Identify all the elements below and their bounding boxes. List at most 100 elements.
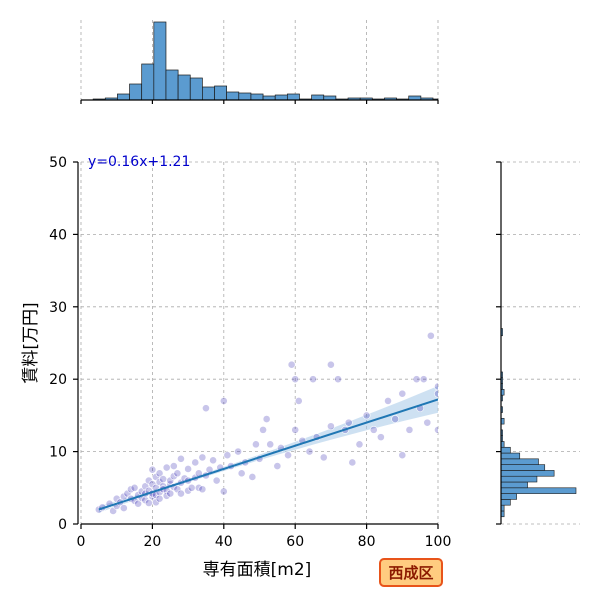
scatter-point [426, 331, 435, 340]
scatter-point [202, 404, 210, 413]
top-hist-bar [226, 91, 240, 101]
scatter-point [223, 451, 232, 460]
scatter-point [177, 489, 185, 498]
scatter-point [173, 469, 182, 478]
y-tick-label: 40 [49, 227, 67, 243]
scatter-point [412, 375, 421, 384]
scatter-point [248, 473, 257, 481]
scatter-point [305, 447, 314, 456]
scatter-point [419, 375, 428, 384]
top-hist-bar [165, 69, 179, 101]
regression-line [98, 398, 438, 511]
y-tick-label: 30 [49, 300, 67, 316]
scatter-point [294, 397, 303, 405]
x-tick-label: 80 [358, 534, 376, 550]
top-hist-bar [286, 93, 300, 101]
scatter-point [344, 418, 353, 427]
scatter-point [198, 485, 207, 494]
scatter-point [212, 476, 221, 485]
scatter-point [169, 462, 178, 470]
scatter-point [319, 453, 328, 462]
scatter-point [148, 465, 157, 474]
scatter-point [384, 397, 392, 405]
scatter-point [166, 489, 175, 498]
scatter-point [219, 397, 228, 405]
scatter-point [259, 425, 267, 434]
x-tick-label: 0 [77, 534, 86, 550]
scatter-point [369, 425, 378, 434]
scatter-point [144, 499, 153, 507]
scatter-point [155, 469, 164, 478]
right-hist-bar [500, 452, 521, 460]
right-hist-bar [500, 475, 538, 483]
district-badge-box [379, 558, 443, 587]
scatter-point [376, 433, 385, 442]
scatter-point [162, 463, 171, 472]
scatter-point [273, 462, 282, 470]
scatter-point [434, 425, 438, 434]
x-tick-label: 60 [286, 534, 304, 550]
scatter-point [391, 415, 400, 423]
top-hist-bar [274, 94, 288, 101]
top-hist-bar [238, 92, 252, 101]
scatter-point [134, 499, 143, 508]
top-hist-bar [202, 86, 215, 101]
scatter-point [198, 453, 207, 462]
top-hist-bar [141, 63, 155, 101]
scatter-point [234, 447, 242, 456]
top-hist-bar [117, 93, 130, 101]
y-tick-label: 10 [49, 445, 67, 461]
scatter-point [284, 451, 292, 460]
x-tick-label: 20 [143, 534, 161, 550]
scatter-point [262, 415, 271, 423]
scatter-point [398, 389, 407, 398]
scatter-point [209, 456, 217, 465]
marginal-histograms [92, 21, 577, 518]
y-axis-label: 賃料[万円] [21, 302, 41, 383]
scatter-point [155, 494, 164, 503]
top-hist-bar [129, 83, 143, 101]
scatter-point [119, 504, 128, 512]
axes: 0 20 40 60 80 100 0 10 20 30 40 50 [49, 99, 502, 550]
scatter-point [348, 458, 357, 467]
scatter-point [291, 425, 300, 434]
scatter-point [355, 440, 364, 449]
right-hist-bar [500, 487, 577, 494]
scatter-point [309, 375, 317, 384]
right-hist-bar [500, 481, 528, 489]
scatter-point [177, 454, 185, 463]
y-tick-label: 20 [49, 372, 67, 388]
top-hist-bar [189, 77, 203, 101]
scatter-point [362, 411, 371, 420]
scatter-point [237, 469, 246, 478]
scatter-point [252, 440, 260, 449]
right-hist-bar [500, 458, 539, 465]
regression-equation: y=0.16x+1.21 [88, 154, 190, 170]
scatter-point [191, 458, 200, 467]
top-hist-bar [214, 85, 228, 101]
scatter-point [334, 375, 342, 384]
regression-line-group [98, 398, 438, 511]
right-hist-bar [500, 464, 546, 471]
top-hist-bar [153, 21, 167, 101]
right-hist-bar [500, 499, 511, 506]
scatter-point [159, 475, 168, 484]
scatter-point [219, 487, 228, 496]
y-tick-label: 50 [49, 155, 67, 171]
scatter-point [398, 451, 407, 460]
scatter-point [434, 382, 438, 391]
right-hist-bar [500, 493, 517, 500]
scatter-points [94, 331, 438, 515]
scatter-point [405, 425, 414, 434]
scatter-point [423, 418, 432, 427]
right-hist-bar [500, 470, 555, 477]
y-tick-label: 0 [58, 517, 67, 533]
x-tick-label: 100 [425, 534, 452, 550]
scatter-point [187, 483, 196, 492]
scatter-point [184, 465, 192, 473]
scatter-point [326, 422, 335, 431]
top-hist-bar [311, 94, 325, 101]
x-axis-label: 専有面積[m2] [203, 560, 312, 580]
top-hist-bar [250, 93, 264, 101]
